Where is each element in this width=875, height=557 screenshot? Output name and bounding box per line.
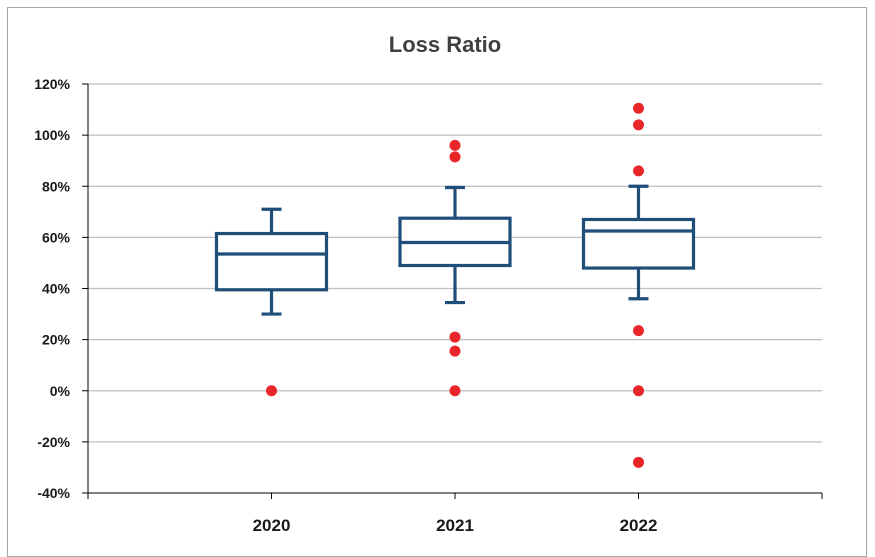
y-tick-label: 20% — [42, 332, 71, 348]
tick-labels: -40% -20% 0% 20% 40% 60% 80% 100% 120% 2020 2021 20… — [34, 76, 657, 535]
outlier-point — [449, 385, 461, 397]
outlier-point — [449, 139, 461, 151]
box-plot-2022 — [581, 102, 696, 468]
chart-title: Loss Ratio — [389, 32, 501, 57]
x-tick-label: 2021 — [436, 516, 474, 535]
iqr-box — [214, 231, 329, 292]
outlier-point — [633, 165, 644, 177]
box-plots — [214, 102, 696, 468]
y-tick-label: -40% — [37, 485, 70, 501]
outlier-point — [266, 385, 277, 397]
outlier-point — [633, 456, 644, 468]
outlier-point — [449, 345, 461, 357]
x-tick-label: 2022 — [620, 516, 658, 535]
outlier-point — [449, 151, 461, 163]
y-tick-label: 100% — [34, 127, 70, 143]
outlier-point — [449, 331, 461, 343]
iqr-box — [581, 217, 696, 270]
box-plot-2020 — [214, 207, 329, 397]
chart-frame — [7, 7, 867, 557]
axes — [82, 83, 823, 499]
y-tick-label: 80% — [42, 178, 71, 194]
box-plot-2021 — [398, 139, 512, 397]
y-tick-label: 60% — [42, 229, 71, 245]
outlier-point — [633, 325, 644, 337]
outlier-point — [633, 102, 644, 114]
outlier-point — [633, 385, 644, 397]
y-tick-label: 0% — [50, 383, 71, 399]
y-tick-label: 40% — [42, 281, 71, 297]
y-tick-label: -20% — [37, 434, 70, 450]
x-tick-label: 2020 — [253, 516, 291, 535]
y-tick-label: 120% — [34, 76, 70, 92]
outlier-point — [633, 119, 644, 131]
